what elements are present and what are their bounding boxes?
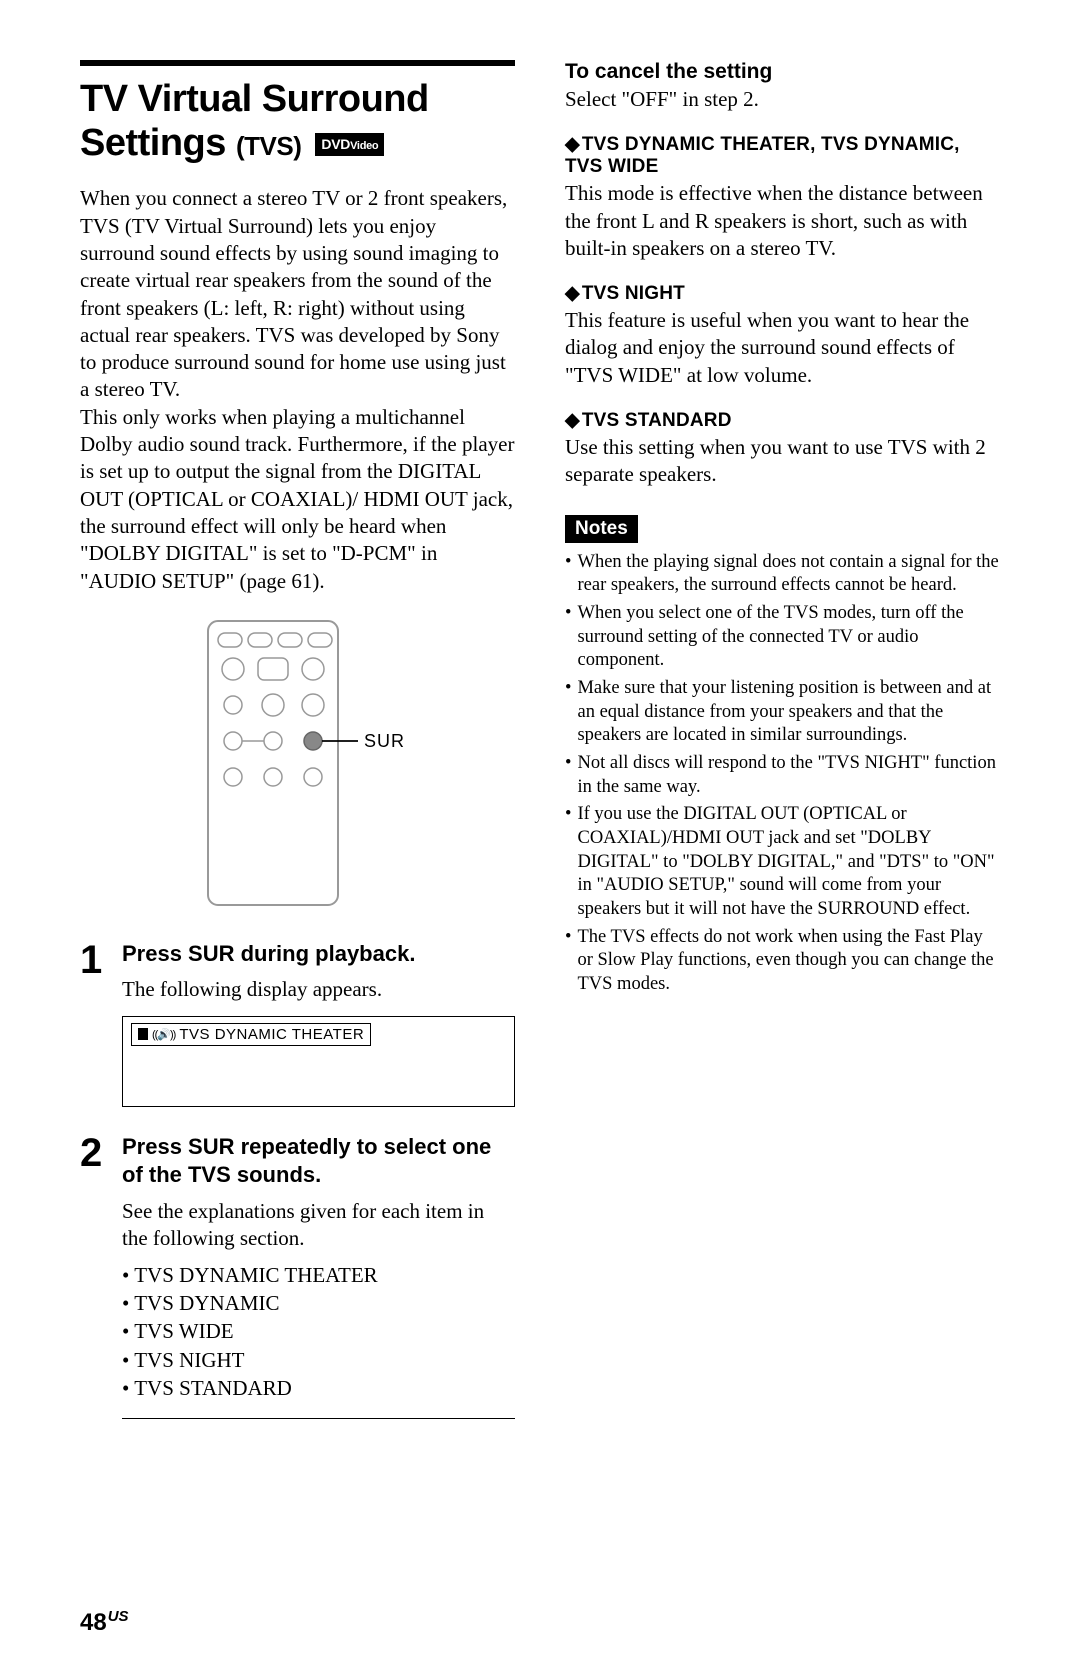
tvs-standard-body: Use this setting when you want to use TV…	[565, 434, 1000, 489]
note-text: If you use the DIGITAL OUT (OPTICAL or C…	[577, 803, 1000, 921]
tvs-standard-heading: TVS STANDARD	[565, 409, 1000, 432]
step-1-number: 1	[80, 940, 112, 980]
list-item: TVS DYNAMIC	[122, 1289, 515, 1317]
note-item: When the playing signal does not contain…	[565, 551, 1000, 598]
step-1-heading: Press SUR during playback.	[122, 940, 515, 969]
note-item: Make sure that your listening position i…	[565, 677, 1000, 748]
title-line2b: (TVS)	[236, 131, 301, 161]
title-line2a: Settings	[80, 122, 226, 164]
dvd-badge-sub: Video	[350, 140, 378, 152]
osd-display-inner: ((🔊)) TVS DYNAMIC THEATER	[131, 1023, 371, 1046]
right-column: To cancel the setting Select "OFF" in st…	[565, 60, 1000, 1419]
sound-wave-icon: ((🔊))	[152, 1028, 175, 1041]
note-text: When you select one of the TVS modes, tu…	[577, 602, 1000, 673]
list-item: TVS WIDE	[122, 1317, 515, 1345]
intro-paragraph-2: This only works when playing a multichan…	[80, 404, 515, 595]
list-item: TVS NIGHT	[122, 1346, 515, 1374]
tvs-night-heading: TVS NIGHT	[565, 282, 1000, 305]
intro-paragraph-1: When you connect a stereo TV or 2 front …	[80, 185, 515, 403]
note-text: The TVS effects do not work when using t…	[577, 926, 1000, 997]
tvs-dynamic-body: This mode is effective when the distance…	[565, 180, 1000, 262]
notes-list: When the playing signal does not contain…	[565, 551, 1000, 997]
remote-diagram: SUR	[80, 619, 515, 914]
title-rule	[80, 60, 515, 66]
note-item: Not all discs will respond to the "TVS N…	[565, 752, 1000, 799]
tvs-mode-list: TVS DYNAMIC THEATER TVS DYNAMIC TVS WIDE…	[122, 1261, 515, 1403]
cancel-heading: To cancel the setting	[565, 60, 1000, 84]
dvd-badge-main: DVD	[321, 136, 350, 152]
note-text: Not all discs will respond to the "TVS N…	[577, 752, 1000, 799]
list-item: TVS STANDARD	[122, 1374, 515, 1402]
step-2-body: See the explanations given for each item…	[122, 1198, 515, 1253]
title-line1: TV Virtual Surround	[80, 78, 429, 120]
step-1: 1 Press SUR during playback. The followi…	[80, 940, 515, 1107]
note-item: The TVS effects do not work when using t…	[565, 926, 1000, 997]
page-region: US	[108, 1608, 129, 1625]
tvs-dynamic-heading: TVS DYNAMIC THEATER, TVS DYNAMIC, TVS WI…	[565, 133, 1000, 178]
note-text: Make sure that your listening position i…	[577, 677, 1000, 748]
cancel-body: Select "OFF" in step 2.	[565, 86, 1000, 113]
note-item: When you select one of the TVS modes, tu…	[565, 602, 1000, 673]
osd-display-text: TVS DYNAMIC THEATER	[179, 1026, 364, 1043]
page-number: 48US	[80, 1608, 129, 1637]
speaker-icon	[138, 1028, 148, 1040]
tvs-night-body: This feature is useful when you want to …	[565, 307, 1000, 389]
page-num-value: 48	[80, 1609, 107, 1636]
note-item: If you use the DIGITAL OUT (OPTICAL or C…	[565, 803, 1000, 921]
step-2-number: 2	[80, 1133, 112, 1173]
dvd-video-badge: DVDVideo	[315, 133, 384, 156]
step-2: 2 Press SUR repeatedly to select one of …	[80, 1133, 515, 1420]
section-rule	[122, 1418, 515, 1419]
left-column: TV Virtual Surround Settings (TVS) DVDVi…	[80, 60, 515, 1419]
list-item: TVS DYNAMIC THEATER	[122, 1261, 515, 1289]
step-2-heading: Press SUR repeatedly to select one of th…	[122, 1133, 515, 1190]
step-1-body: The following display appears.	[122, 976, 515, 1003]
notes-badge: Notes	[565, 515, 638, 543]
osd-display-box: ((🔊)) TVS DYNAMIC THEATER	[122, 1016, 515, 1107]
note-text: When the playing signal does not contain…	[577, 551, 1000, 598]
sur-callout-label: SUR	[364, 731, 405, 751]
page-title: TV Virtual Surround Settings (TVS) DVDVi…	[80, 78, 515, 165]
